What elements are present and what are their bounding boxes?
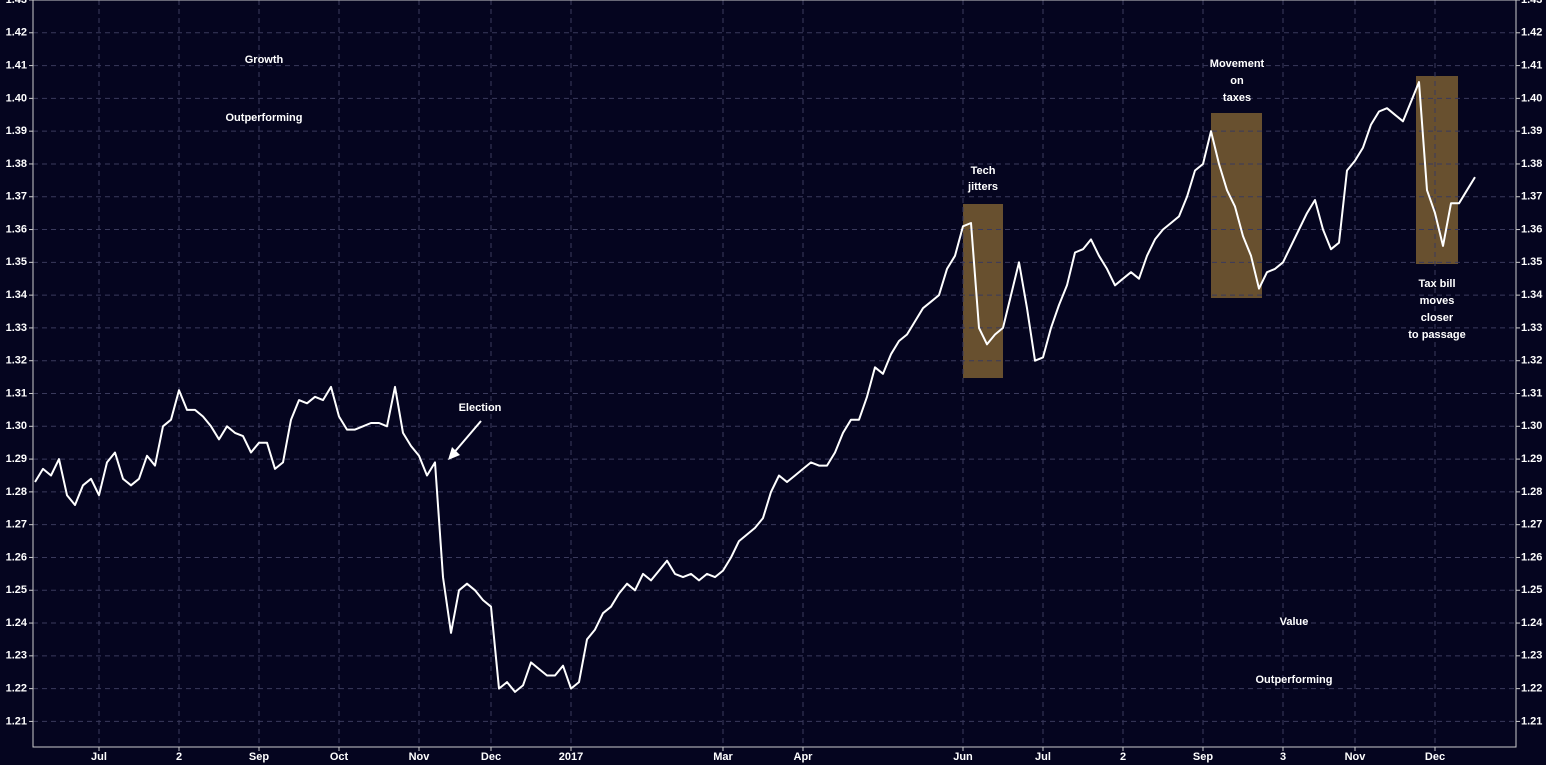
y2-tick-label: 1.43 [1521,0,1542,6]
y-tick-label: 1.35 [6,256,27,268]
y-tick-label: 1.29 [6,453,27,465]
annotation: moves [1420,295,1455,307]
x-tick-label: Sep [1193,751,1213,763]
y2-tick-label: 1.34 [1521,289,1543,301]
x-tick-label: Jul [91,751,107,763]
y-tick-label: 1.28 [6,486,27,498]
annotation: Tech [971,165,996,177]
annotation: to passage [1408,329,1465,341]
x-tick-label: Oct [330,751,349,763]
x-tick-label: Sep [249,751,269,763]
y2-tick-label: 1.21 [1521,715,1542,727]
y-tick-label: 1.30 [6,420,27,432]
y-tick-label: 1.25 [6,584,27,596]
y2-tick-label: 1.33 [1521,322,1542,334]
annotation: Outperforming [1256,674,1333,686]
x-tick-label: Dec [481,751,501,763]
y2-tick-label: 1.31 [1521,387,1542,399]
y-tick-label: 1.24 [6,617,28,629]
highlight-box [1416,76,1458,264]
y-tick-label: 1.41 [6,59,27,71]
annotation-arrow [451,420,482,456]
y2-tick-label: 1.40 [1521,92,1542,104]
y2-tick-label: 1.27 [1521,519,1542,531]
y2-tick-label: 1.28 [1521,486,1542,498]
y2-tick-label: 1.23 [1521,650,1542,662]
y-tick-label: 1.42 [6,27,27,39]
y2-tick-label: 1.38 [1521,158,1542,170]
y-tick-label: 1.39 [6,125,27,137]
y2-tick-label: 1.26 [1521,551,1542,563]
x-tick-label: Nov [1345,751,1367,763]
y2-tick-label: 1.35 [1521,256,1542,268]
y-tick-label: 1.21 [6,715,27,727]
y-tick-label: 1.43 [6,0,27,6]
highlight-box [963,204,1003,378]
y-tick-label: 1.23 [6,650,27,662]
x-tick-label: Apr [794,751,814,763]
x-tick-label: 2 [176,751,182,763]
y-tick-label: 1.33 [6,322,27,334]
y2-tick-label: 1.24 [1521,617,1543,629]
y2-tick-label: 1.36 [1521,223,1542,235]
annotation: Election [459,402,502,414]
annotation: Tax bill [1418,278,1455,290]
x-tick-label: 2017 [559,751,583,763]
annotation: Value [1280,616,1309,628]
y2-tick-label: 1.39 [1521,125,1542,137]
annotation: closer [1421,312,1454,324]
y-tick-label: 1.32 [6,355,27,367]
annotation: jitters [967,181,998,193]
annotation: Growth [245,54,284,66]
x-tick-label: 2 [1120,751,1126,763]
x-tick-label: Jun [953,751,973,763]
plot-frame [32,0,1517,748]
annotation: Outperforming [226,112,303,124]
y-tick-label: 1.38 [6,158,27,170]
y2-tick-label: 1.41 [1521,59,1542,71]
y2-tick-label: 1.42 [1521,27,1542,39]
annotation: taxes [1223,92,1251,104]
y-tick-label: 1.37 [6,191,27,203]
y2-tick-label: 1.25 [1521,584,1542,596]
y2-tick-label: 1.29 [1521,453,1542,465]
y2-tick-label: 1.22 [1521,683,1542,695]
x-tick-label: Mar [713,751,733,763]
x-tick-label: Nov [409,751,431,763]
y-tick-label: 1.27 [6,519,27,531]
y-tick-label: 1.22 [6,683,27,695]
x-tick-label: Jul [1035,751,1051,763]
annotation: on [1230,75,1244,87]
y-tick-label: 1.40 [6,92,27,104]
x-tick-label: Dec [1425,751,1445,763]
y-tick-label: 1.26 [6,551,27,563]
y-tick-label: 1.34 [6,289,28,301]
y2-tick-label: 1.30 [1521,420,1542,432]
line-series [34,81,1476,693]
annotation: Movement [1210,58,1265,70]
x-tick-label: 3 [1280,751,1286,763]
y2-tick-label: 1.32 [1521,355,1542,367]
y2-tick-label: 1.37 [1521,191,1542,203]
y-tick-label: 1.36 [6,223,27,235]
arrow-head [448,447,460,460]
y-tick-label: 1.31 [6,387,27,399]
